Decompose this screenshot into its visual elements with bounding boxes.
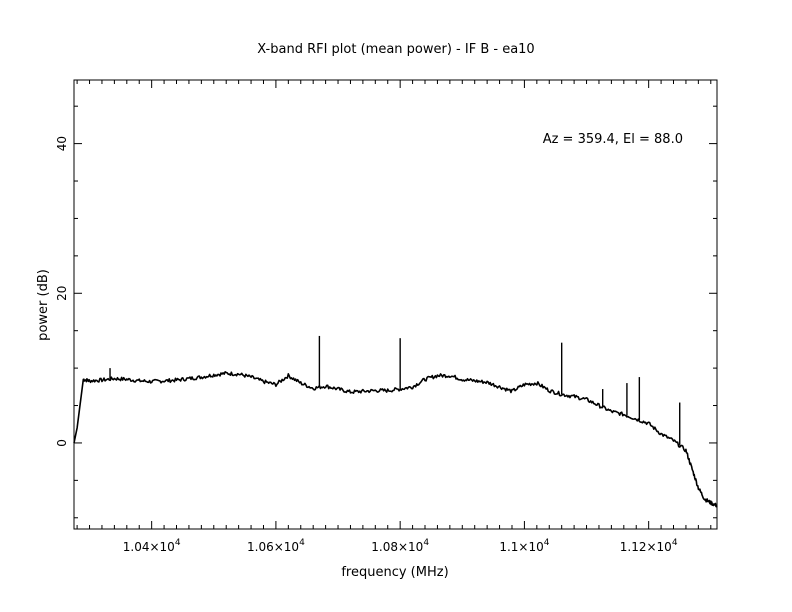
x-tick-label: 1.08×104 — [371, 538, 429, 554]
y-tick-labels: 0 20 40 — [55, 136, 69, 447]
y-tick-label: 40 — [55, 136, 69, 151]
y-axis-label: power (dB) — [36, 269, 51, 341]
plot-frame — [73, 79, 718, 530]
rfi-spikes — [109, 335, 681, 446]
az-el-annotation: Az = 359.4, El = 88.0 — [543, 132, 683, 147]
x-axis-label: frequency (MHz) — [341, 565, 448, 580]
series-line — [73, 371, 718, 508]
x-tick-label: 1.12×104 — [620, 538, 678, 554]
x-tick-label: 1.06×104 — [247, 538, 305, 554]
y-tick-label: 20 — [55, 286, 69, 301]
chart-title: X-band RFI plot (mean power) - IF B - ea… — [257, 42, 534, 57]
y-tick-label: 0 — [55, 439, 69, 447]
x-tick-label: 1.1×104 — [499, 538, 549, 554]
x-tick-labels: 1.04×104 1.06×104 1.08×104 1.1×104 1.12×104 — [123, 538, 678, 554]
axis-ticks — [74, 80, 717, 529]
x-tick-label: 1.04×104 — [123, 538, 181, 554]
